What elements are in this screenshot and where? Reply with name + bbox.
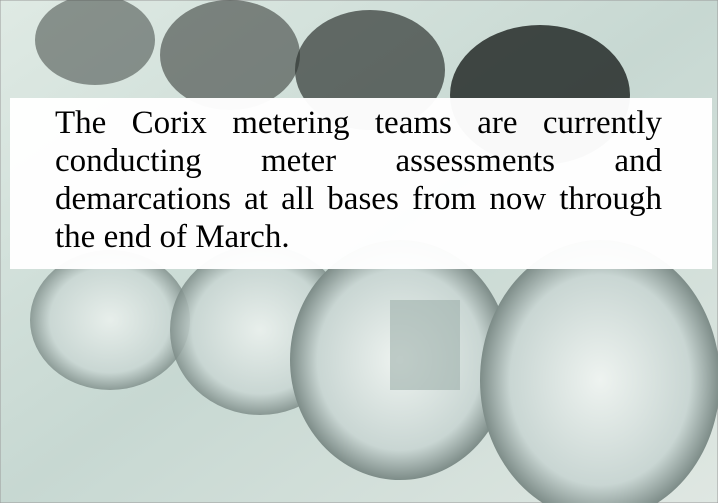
meter-plate: [390, 300, 460, 390]
meter: [30, 250, 190, 390]
announcement-text: The Corix metering teams are currently c…: [55, 104, 662, 256]
page: The Corix metering teams are currently c…: [0, 0, 718, 503]
meter: [160, 0, 300, 110]
